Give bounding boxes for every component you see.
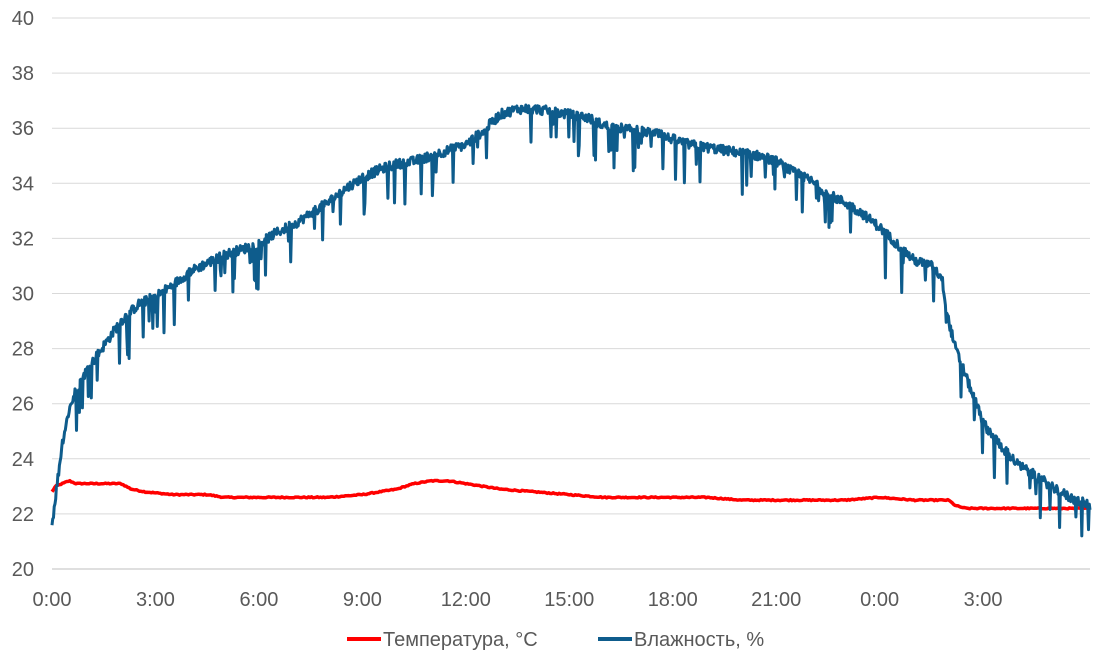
- y-tick-label: 24: [12, 449, 34, 471]
- x-tick-label: 9:00: [343, 589, 382, 611]
- legend-temperature-label: Температура, °С: [383, 629, 538, 651]
- x-tick-label: 3:00: [964, 589, 1003, 611]
- x-tick-label: 12:00: [441, 589, 491, 611]
- y-tick-label: 40: [12, 8, 34, 30]
- legend-humidity-label: Влажность, %: [634, 629, 764, 651]
- y-tick-label: 26: [12, 394, 34, 416]
- x-tick-label: 6:00: [239, 589, 278, 611]
- x-axis-ticks: 0:00 3:00 6:00 9:00 12:00 15:00 18:00 21:00 0:00…: [33, 589, 1003, 611]
- y-tick-label: 22: [12, 504, 34, 526]
- x-tick-label: 18:00: [648, 589, 698, 611]
- legend: Температура, °С Влажность, %: [347, 629, 764, 651]
- y-tick-label: 34: [12, 173, 34, 195]
- humidity-series-line: [50, 103, 1092, 538]
- y-tick-label: 32: [12, 228, 34, 250]
- y-tick-label: 20: [12, 559, 34, 581]
- x-tick-label: 3:00: [136, 589, 175, 611]
- x-tick-label: 0:00: [860, 589, 899, 611]
- y-tick-label: 28: [12, 339, 34, 361]
- temperature-series-line: [50, 478, 1091, 511]
- gridlines: [52, 17, 1090, 515]
- x-tick-label: 15:00: [544, 589, 594, 611]
- y-tick-label: 38: [12, 63, 34, 85]
- x-tick-label: 0:00: [33, 589, 72, 611]
- x-tick-label: 21:00: [751, 589, 801, 611]
- y-tick-label: 30: [12, 284, 34, 306]
- series-lines: [50, 103, 1092, 538]
- y-tick-label: 36: [12, 118, 34, 140]
- y-axis-ticks: 20 22 24 26 28 30 32 34 36 38 40: [12, 8, 34, 581]
